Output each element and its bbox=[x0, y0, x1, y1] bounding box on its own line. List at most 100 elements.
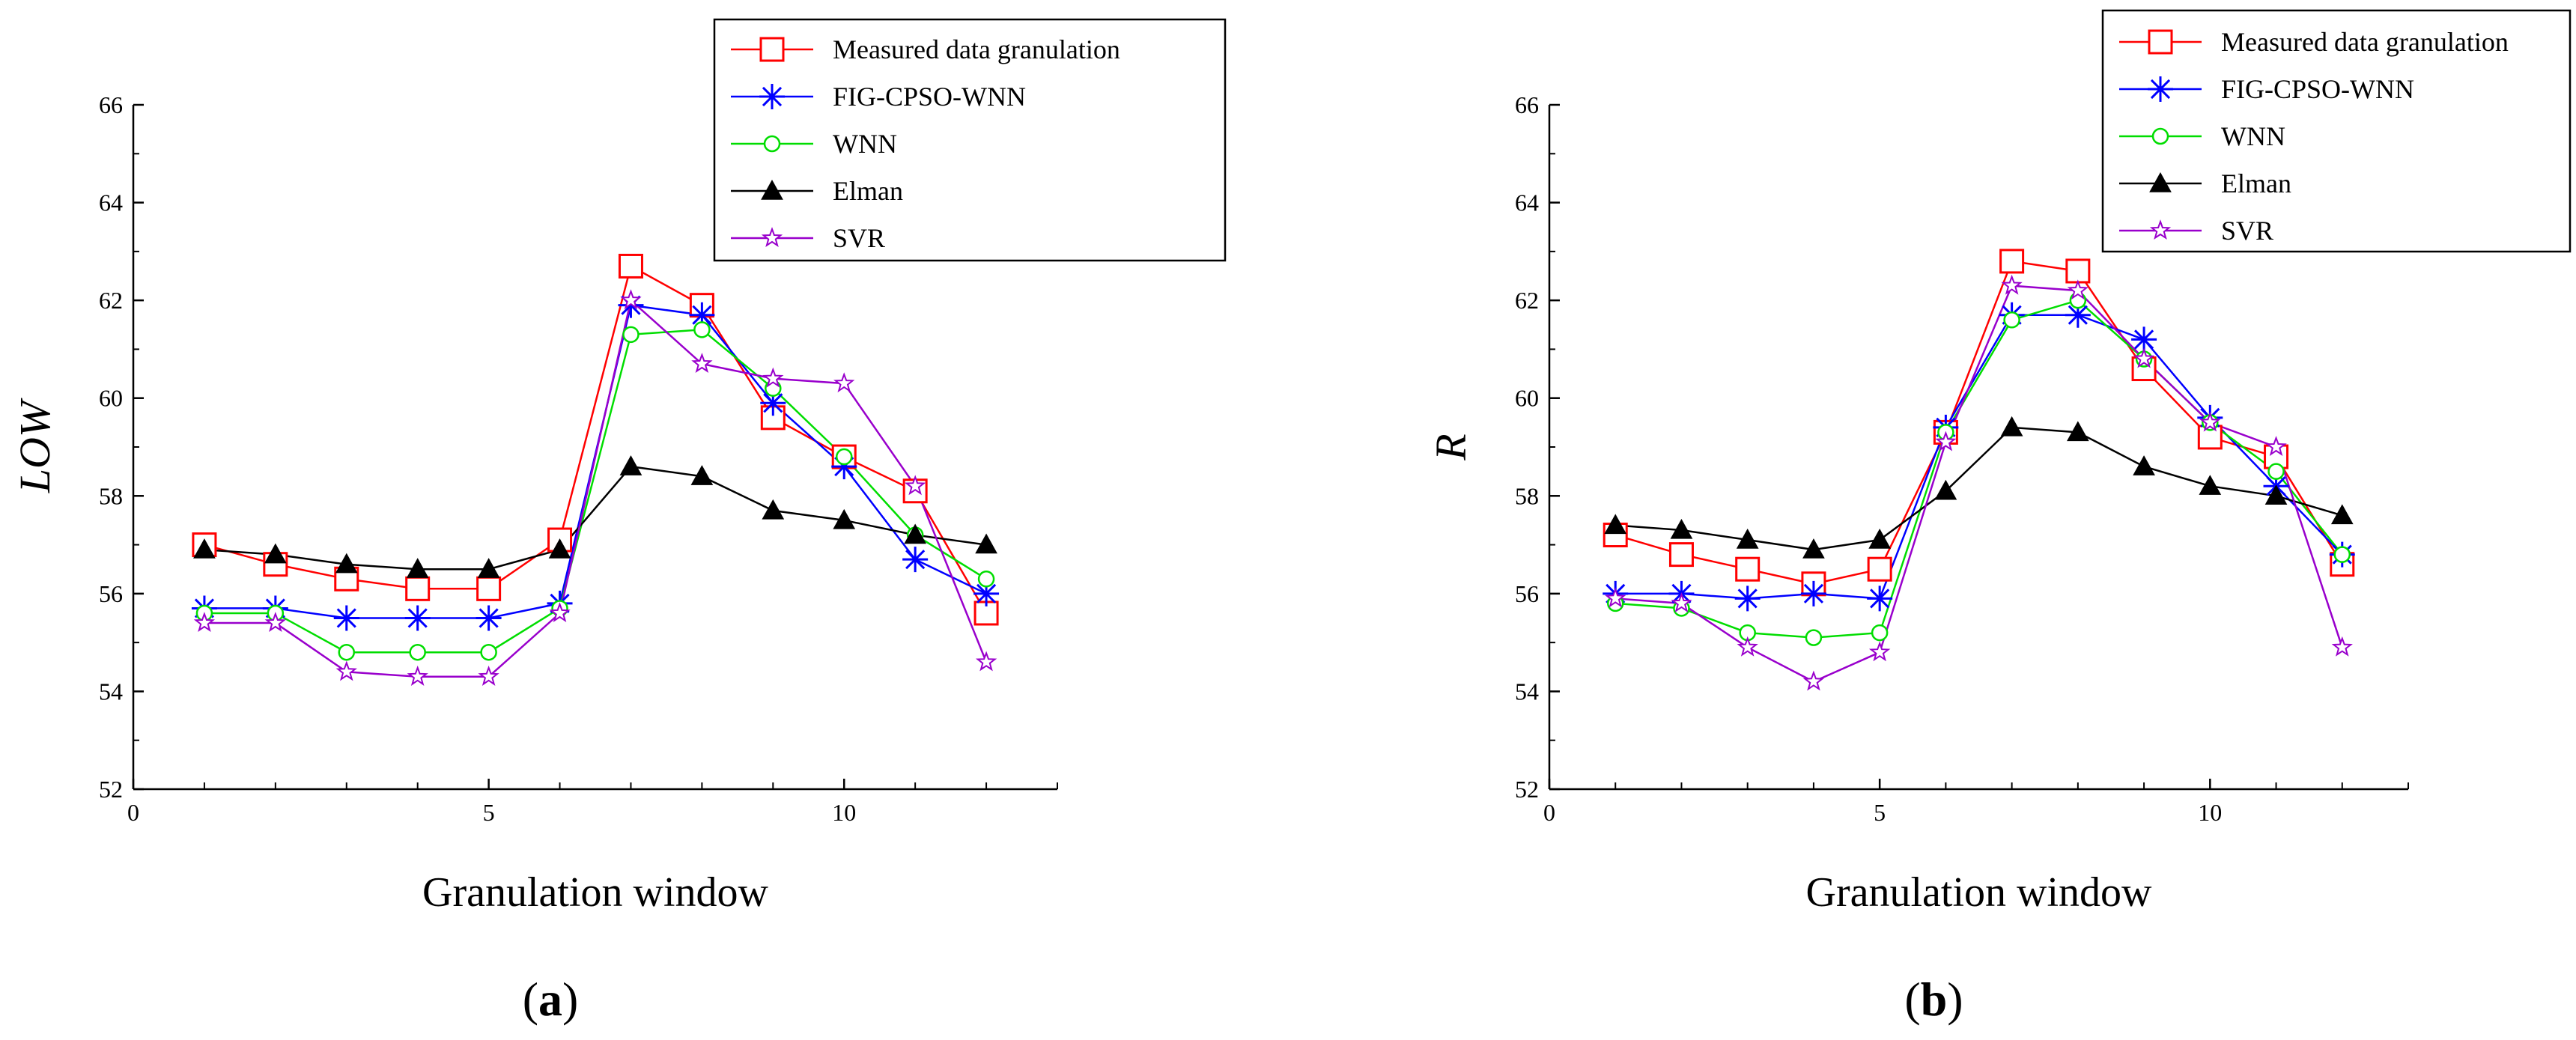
data-point-elman bbox=[2066, 421, 2089, 442]
data-point-measured-data-granulation bbox=[476, 576, 502, 601]
data-point-elman bbox=[2000, 416, 2023, 437]
data-point-elman bbox=[833, 508, 856, 529]
data-point-elman bbox=[975, 533, 997, 554]
data-point-elman bbox=[904, 523, 927, 544]
data-point-measured-data-granulation bbox=[902, 478, 928, 504]
data-point-svr bbox=[2067, 279, 2089, 300]
data-point-fig-cpso-wnn bbox=[760, 390, 786, 416]
data-point-wnn bbox=[977, 571, 995, 588]
data-point-measured-data-granulation bbox=[1735, 556, 1761, 582]
panel-label-paren-open: ( bbox=[523, 973, 538, 1026]
y-tick-label: 64 bbox=[99, 189, 123, 216]
data-point-svr bbox=[1671, 592, 1692, 612]
legend-label-svr: SVR bbox=[2221, 216, 2273, 246]
data-point-elman bbox=[2330, 504, 2354, 525]
legend-marker-measured-data-granulation bbox=[759, 37, 785, 62]
y-tick-label: 62 bbox=[1515, 287, 1539, 314]
y-tick-label: 52 bbox=[1515, 776, 1539, 803]
data-point-fig-cpso-wnn bbox=[902, 547, 929, 573]
legend-label-elman: Elman bbox=[833, 176, 903, 206]
data-point-wnn bbox=[2267, 463, 2285, 480]
data-point-measured-data-granulation bbox=[1668, 542, 1694, 568]
x-tick-label: 0 bbox=[127, 799, 139, 826]
data-point-svr bbox=[2331, 636, 2353, 657]
data-point-elman bbox=[1868, 529, 1892, 549]
data-point-elman bbox=[1802, 538, 1825, 559]
series-line-elman bbox=[204, 465, 987, 571]
legend-marker-fig-cpso-wnn bbox=[759, 84, 785, 109]
x-tick-label: 5 bbox=[1874, 799, 1886, 826]
data-point-measured-data-granulation bbox=[1999, 249, 2025, 274]
data-point-elman bbox=[619, 455, 643, 475]
data-point-measured-data-granulation bbox=[2065, 258, 2091, 284]
x-tick-label: 5 bbox=[483, 799, 495, 826]
data-point-svr bbox=[762, 367, 784, 388]
data-point-svr bbox=[2133, 347, 2155, 368]
data-point-elman bbox=[548, 538, 571, 559]
data-point-fig-cpso-wnn bbox=[476, 605, 502, 631]
y-tick-label: 58 bbox=[1515, 482, 1539, 509]
y-tick-label: 54 bbox=[99, 678, 123, 705]
data-point-svr bbox=[193, 612, 216, 633]
data-point-fig-cpso-wnn bbox=[2065, 302, 2091, 328]
data-point-svr bbox=[2001, 274, 2023, 295]
y-tick-label: 60 bbox=[1515, 385, 1539, 412]
legend-label-measured-data-granulation: Measured data granulation bbox=[833, 34, 1120, 64]
data-point-elman bbox=[406, 558, 429, 578]
y-tick-label: 66 bbox=[1515, 91, 1539, 118]
data-point-svr bbox=[691, 353, 713, 374]
data-point-svr bbox=[335, 660, 357, 681]
chart-panel-b: 52 54 56 58 60 62 64 66 0 5 10 Granulation window R (… bbox=[1427, 9, 2572, 1026]
legend-label-fig-cpso-wnn: FIG-CPSO-WNN bbox=[833, 82, 1026, 112]
data-point-fig-cpso-wnn bbox=[2131, 326, 2157, 353]
legend-box bbox=[713, 18, 1227, 262]
data-point-svr bbox=[264, 612, 287, 633]
x-tick-label: 0 bbox=[1543, 799, 1555, 826]
data-point-svr bbox=[2199, 411, 2221, 432]
data-point-elman bbox=[477, 558, 500, 578]
data-point-fig-cpso-wnn bbox=[1734, 586, 1761, 612]
data-point-elman bbox=[2133, 455, 2155, 475]
data-point-elman bbox=[2264, 484, 2288, 505]
data-point-wnn bbox=[2333, 546, 2351, 563]
series-line-wnn bbox=[204, 329, 987, 654]
data-point-wnn bbox=[338, 643, 356, 661]
data-point-elman bbox=[264, 543, 287, 564]
data-point-elman bbox=[335, 553, 358, 574]
data-point-measured-data-granulation bbox=[1867, 556, 1892, 582]
panel-label-letter: a bbox=[538, 973, 562, 1026]
y-axis-title: R bbox=[1427, 434, 1475, 460]
y-tick-label: 62 bbox=[99, 287, 123, 314]
y-tick-label: 56 bbox=[99, 580, 123, 607]
data-point-svr bbox=[620, 289, 642, 310]
data-point-svr bbox=[1868, 641, 1891, 662]
data-point-fig-cpso-wnn bbox=[1800, 580, 1826, 606]
data-point-wnn bbox=[1871, 624, 1889, 642]
data-point-svr bbox=[1605, 587, 1626, 608]
x-tick-label: 10 bbox=[2198, 799, 2222, 826]
data-point-fig-cpso-wnn bbox=[973, 580, 1000, 606]
y-tick-label: 60 bbox=[99, 385, 123, 412]
legend-label-svr: SVR bbox=[833, 223, 885, 253]
y-tick-label: 64 bbox=[1515, 189, 1539, 216]
panel-label-paren-close: ) bbox=[562, 973, 578, 1026]
x-axis-title: Granulation window bbox=[422, 869, 768, 916]
data-point-fig-cpso-wnn bbox=[1867, 586, 1893, 612]
data-point-elman bbox=[690, 465, 714, 485]
series-line-elman bbox=[1615, 426, 2343, 551]
data-point-elman bbox=[1736, 529, 1759, 549]
data-point-wnn bbox=[480, 643, 497, 661]
legend-marker-fig-cpso-wnn bbox=[2148, 76, 2173, 102]
chart-panel-a: 52 54 56 58 60 62 64 66 0 5 10 Granulation window LO… bbox=[10, 18, 1227, 1026]
data-point-elman bbox=[1604, 514, 1627, 535]
data-point-fig-cpso-wnn bbox=[689, 302, 715, 328]
x-axis-title: Granulation window bbox=[1806, 869, 2152, 916]
data-point-measured-data-granulation bbox=[618, 253, 643, 279]
legend-label-elman: Elman bbox=[2221, 168, 2291, 198]
y-tick-label: 54 bbox=[1515, 678, 1539, 705]
data-point-wnn bbox=[835, 448, 853, 466]
x-tick-label: 10 bbox=[832, 799, 856, 826]
legend-label-fig-cpso-wnn: FIG-CPSO-WNN bbox=[2221, 74, 2414, 104]
data-point-elman bbox=[762, 499, 785, 520]
y-tick-label: 56 bbox=[1515, 580, 1539, 607]
